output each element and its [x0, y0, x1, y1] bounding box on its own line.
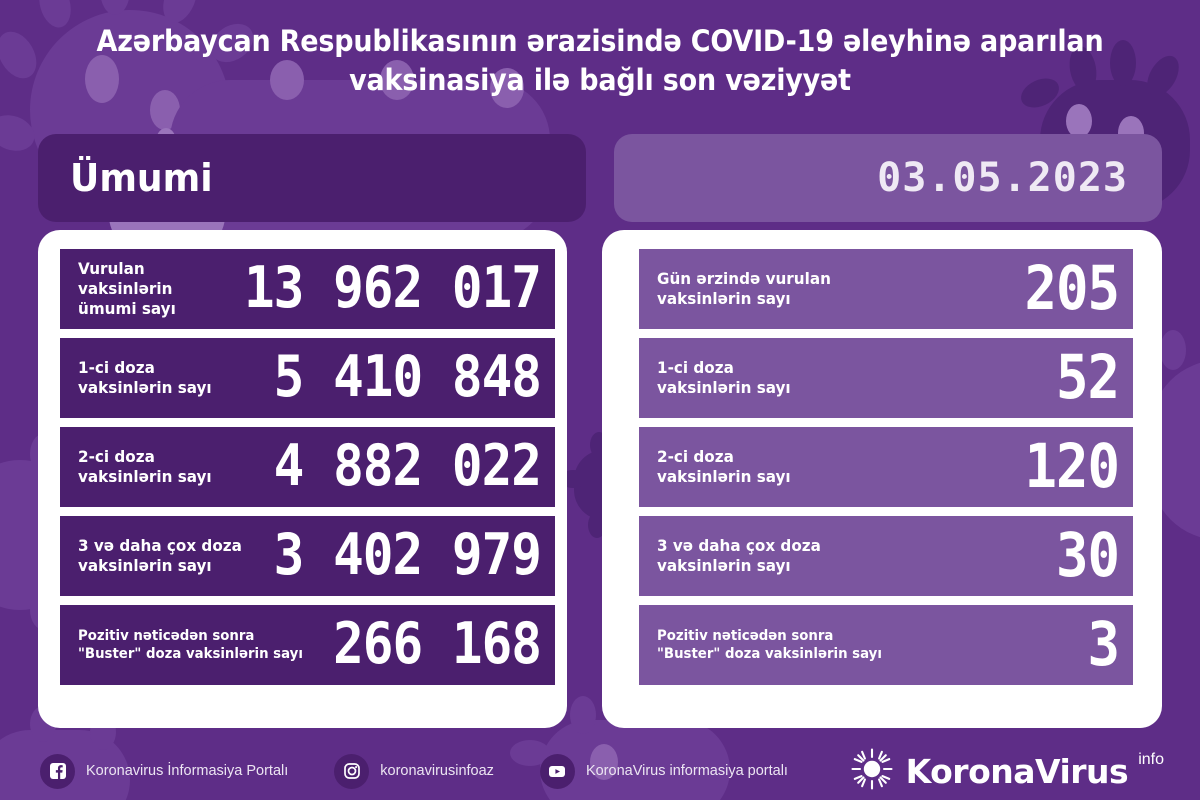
title-line-1: Azərbaycan Respublikasının ərazisində CO…	[96, 24, 1104, 58]
stat-value: 120	[1024, 431, 1120, 502]
social-link-facebook[interactable]: Koronavirus İnformasiya Portalı	[40, 753, 289, 789]
daily-row-dose3plus: 3 və daha çox doza vaksinlərin sayı 30	[639, 516, 1133, 596]
stat-value: 30	[1055, 520, 1120, 591]
stat-value: 3	[1087, 609, 1120, 680]
brand-suffix: info	[1138, 751, 1164, 768]
stat-value: 13 962 017	[243, 255, 542, 322]
stat-label: Pozitiv nəticədən sonra "Buster" doza va…	[657, 628, 882, 662]
stat-value: 205	[1024, 253, 1120, 324]
stat-label: Vurulan vaksinlərin ümumi sayı	[78, 259, 176, 318]
daily-row-dose1: 1-ci doza vaksinlərin sayı 52	[639, 338, 1133, 418]
stat-row-total: Vurulan vaksinlərin ümumi sayı 13 962 01…	[60, 249, 555, 329]
page-title: Azərbaycan Respublikasının ərazisində CO…	[0, 22, 1200, 100]
stat-label: 3 və daha çox doza vaksinlərin sayı	[78, 536, 242, 575]
total-panel-title: Ümumi	[70, 156, 213, 200]
facebook-icon	[40, 753, 75, 789]
stat-label: 2-ci doza vaksinlərin sayı	[657, 447, 791, 486]
social-link-instagram[interactable]: koronavirusinfoaz	[334, 753, 494, 789]
youtube-icon	[539, 753, 575, 789]
stat-label: 2-ci doza vaksinlərin sayı	[78, 447, 212, 486]
stat-label: Pozitiv nəticədən sonra "Buster" doza va…	[78, 628, 303, 662]
report-date: 03.05.2023	[877, 155, 1128, 201]
stat-value: 5 410 848	[273, 344, 542, 411]
daily-row-booster: Pozitiv nəticədən sonra "Buster" doza va…	[639, 605, 1133, 685]
total-panel-header: Ümumi	[38, 134, 586, 222]
instagram-icon	[334, 753, 370, 789]
daily-stats-list: Gün ərzində vurulan vaksinlərin sayı 205…	[639, 249, 1133, 685]
virus-sun-icon	[850, 747, 894, 796]
stat-value: 266 168	[333, 611, 542, 678]
stat-value: 3 402 979	[273, 522, 542, 589]
social-label-facebook: Koronavirus İnformasiya Portalı	[86, 763, 289, 779]
daily-row-dose2: 2-ci doza vaksinlərin sayı 120	[639, 427, 1133, 507]
stat-row-dose2: 2-ci doza vaksinlərin sayı 4 882 022	[60, 427, 555, 507]
stat-row-dose3plus: 3 və daha çox doza vaksinlərin sayı 3 40…	[60, 516, 555, 596]
title-line-2: vaksinasiya ilə bağlı son vəziyyət	[349, 63, 851, 97]
stat-row-dose1: 1-ci doza vaksinlərin sayı 5 410 848	[60, 338, 555, 418]
social-label-youtube: KoronaVirus informasiya portalı	[585, 763, 788, 779]
daily-row-total: Gün ərzində vurulan vaksinlərin sayı 205	[639, 249, 1133, 329]
social-link-youtube[interactable]: KoronaVirus informasiya portalı	[539, 753, 788, 789]
stat-row-booster: Pozitiv nəticədən sonra "Buster" doza va…	[60, 605, 555, 685]
stat-value: 52	[1055, 342, 1120, 413]
stat-value: 4 882 022	[273, 433, 542, 500]
stat-label: 3 və daha çox doza vaksinlərin sayı	[657, 536, 821, 575]
social-label-instagram: koronavirusinfoaz	[380, 763, 494, 779]
stat-label: 1-ci doza vaksinlərin sayı	[657, 358, 791, 397]
total-stats-list: Vurulan vaksinlərin ümumi sayı 13 962 01…	[60, 249, 555, 685]
stat-label: 1-ci doza vaksinlərin sayı	[78, 358, 212, 397]
daily-panel-header: 03.05.2023	[614, 134, 1162, 222]
brand-logo[interactable]: KoronaVirus info	[850, 742, 1164, 800]
brand-name: KoronaVirus	[905, 751, 1129, 791]
stat-label: Gün ərzində vurulan vaksinlərin sayı	[657, 269, 831, 308]
